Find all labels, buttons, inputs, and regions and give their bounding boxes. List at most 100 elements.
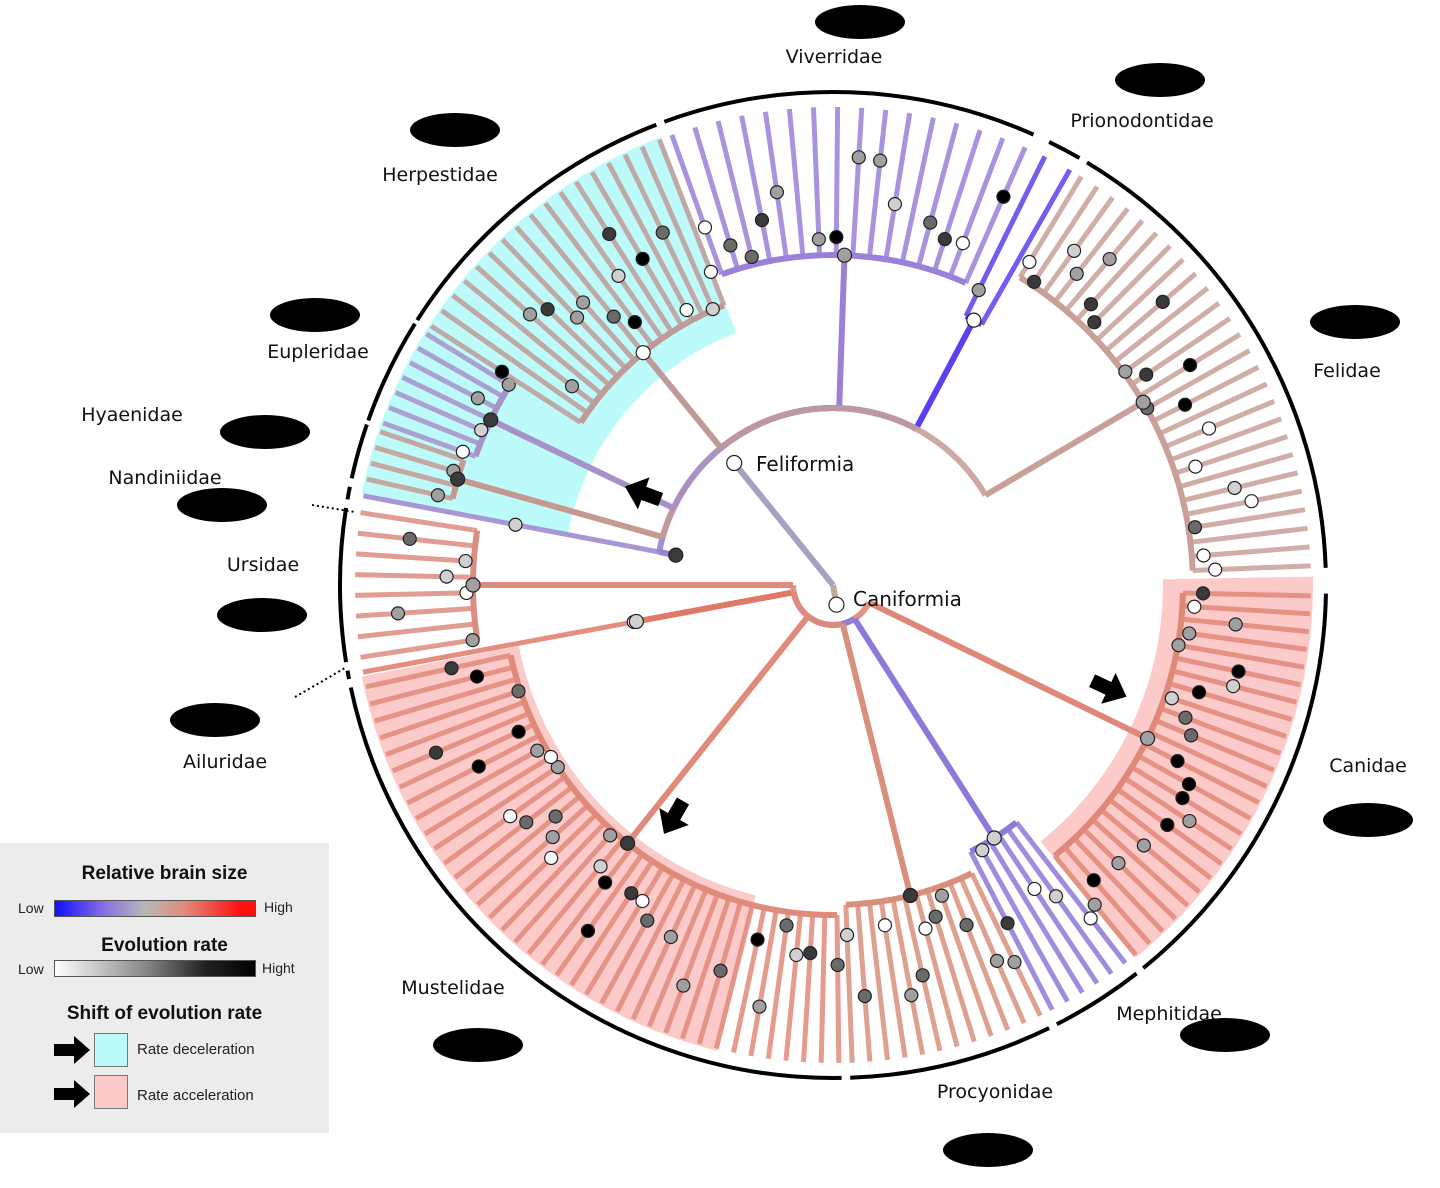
- nandiniidae-pointer: [311, 504, 356, 513]
- family-node-eupleridae: [483, 412, 499, 428]
- family-node-prionodontidae: [966, 312, 982, 328]
- leaf-branch: [374, 676, 518, 724]
- rate-node: [603, 828, 618, 843]
- leaf-branch: [731, 907, 767, 1054]
- leaf-branch: [947, 881, 1011, 1031]
- rate-node: [470, 391, 485, 406]
- rate-node: [469, 669, 485, 684]
- family-stem-hyaenidae: [456, 476, 664, 540]
- rate-node: [511, 724, 526, 739]
- rate-node: [640, 913, 655, 928]
- leaf-branch: [1182, 603, 1311, 617]
- leaf-branch: [1190, 525, 1308, 545]
- rate-node: [1226, 679, 1241, 694]
- shift-arrow-mustelidae: [659, 797, 690, 834]
- rate-node: [955, 236, 971, 251]
- leaf-branch: [979, 168, 1073, 326]
- leaf-branch: [1099, 807, 1201, 894]
- leaf-branch: [786, 108, 806, 257]
- leaf-branch: [526, 837, 625, 956]
- leaf-branch: [1122, 301, 1221, 375]
- rate-node: [1191, 685, 1207, 700]
- rate-node: [877, 918, 893, 933]
- rate-node: [1102, 251, 1117, 267]
- family-label-viverridae: Viverridae: [785, 46, 883, 68]
- rate-node: [830, 957, 845, 973]
- leaf-branch: [370, 460, 457, 489]
- family-arc-felidae: [1085, 160, 1328, 568]
- rate-node: [1196, 548, 1211, 563]
- rate-node: [1170, 753, 1185, 769]
- leaf-branch: [1169, 416, 1283, 463]
- family-stem-mustelidae: [625, 614, 811, 846]
- family-arc-herpestidae: [415, 122, 658, 322]
- rate-node: [750, 932, 765, 947]
- acceleration-swatch: [94, 1075, 128, 1109]
- family-label-ailuridae: Ailuridae: [182, 751, 268, 773]
- leaf-branch: [739, 115, 773, 262]
- family-arc-mephitidae: [1055, 971, 1138, 1027]
- rate-node: [1022, 254, 1037, 270]
- family-stem-mephitidae: [851, 617, 997, 840]
- leaf-branch: [432, 765, 560, 851]
- leaf-branch: [969, 872, 1043, 1017]
- family-label-herpestidae: Herpestidae: [382, 164, 498, 186]
- leaf-branch: [487, 251, 620, 379]
- family-label-mustelidae: Mustelidae: [401, 977, 505, 999]
- family-stem-felidae: [983, 399, 1145, 498]
- rate-node: [1187, 599, 1202, 614]
- leaf-branch: [414, 744, 547, 821]
- rate-node: [769, 185, 785, 200]
- hyaenid-silhouette-icon: [220, 415, 310, 449]
- leaf-branch: [669, 134, 725, 276]
- rate-node: [803, 946, 818, 961]
- leaf-branch: [614, 878, 687, 1013]
- leaf-branch: [513, 829, 616, 944]
- rate-node: [439, 569, 454, 584]
- leaf-branch: [1158, 381, 1268, 436]
- leaf-branch: [369, 664, 515, 707]
- family-stem-ailuridae: [635, 589, 795, 625]
- rate-node: [989, 953, 1005, 968]
- rate-node: [928, 909, 943, 924]
- legend-rate-high: Hight: [262, 960, 295, 976]
- mephitid-silhouette-icon: [1180, 1018, 1270, 1052]
- leaf-branch: [663, 893, 720, 1034]
- rate-node: [1048, 889, 1064, 904]
- rate-node: [705, 302, 720, 317]
- rate-node: [1083, 297, 1099, 312]
- family-label-hyaenidae: Hyaenidae: [81, 404, 183, 426]
- rate-node: [915, 968, 930, 983]
- leaf-branch: [936, 886, 994, 1037]
- rate-node: [1181, 777, 1197, 792]
- legend-rate-low: Low: [18, 961, 44, 977]
- leaf-branch: [453, 784, 574, 880]
- brain-size-colorbar: [54, 900, 256, 917]
- rate-node: [811, 232, 826, 247]
- legend-title-shift: Shift of evolution rate: [66, 1003, 263, 1024]
- clade-label-caniformia: Caniformia: [853, 587, 962, 611]
- clade-connector-nandiniidae: [656, 445, 724, 553]
- family-stem-prionodontidae: [913, 318, 977, 431]
- leaf-branch: [818, 914, 828, 1063]
- leaf-branch: [1090, 817, 1190, 908]
- leaf-branch: [765, 911, 791, 1059]
- family-node-mephitidae: [986, 830, 1002, 846]
- leaf-branch: [1177, 642, 1305, 670]
- rate-node: [428, 745, 444, 760]
- family-node-felidae: [1135, 394, 1151, 410]
- rate-node: [593, 859, 608, 874]
- rate-node: [598, 875, 613, 890]
- clade-connector-eupleridae: [670, 445, 724, 510]
- rate-node: [697, 220, 713, 235]
- leaf-branch: [554, 852, 645, 977]
- leaf-branch: [1062, 845, 1152, 945]
- leaf-branch: [599, 872, 676, 1005]
- rate-node: [1201, 421, 1217, 436]
- family-node-ailuridae: [628, 613, 644, 630]
- leaf-branch: [1188, 507, 1306, 531]
- ailuridae-pointer: [294, 667, 346, 698]
- rate-node: [1000, 916, 1015, 931]
- rate-node: [918, 921, 933, 936]
- leaf-branch: [913, 893, 960, 1048]
